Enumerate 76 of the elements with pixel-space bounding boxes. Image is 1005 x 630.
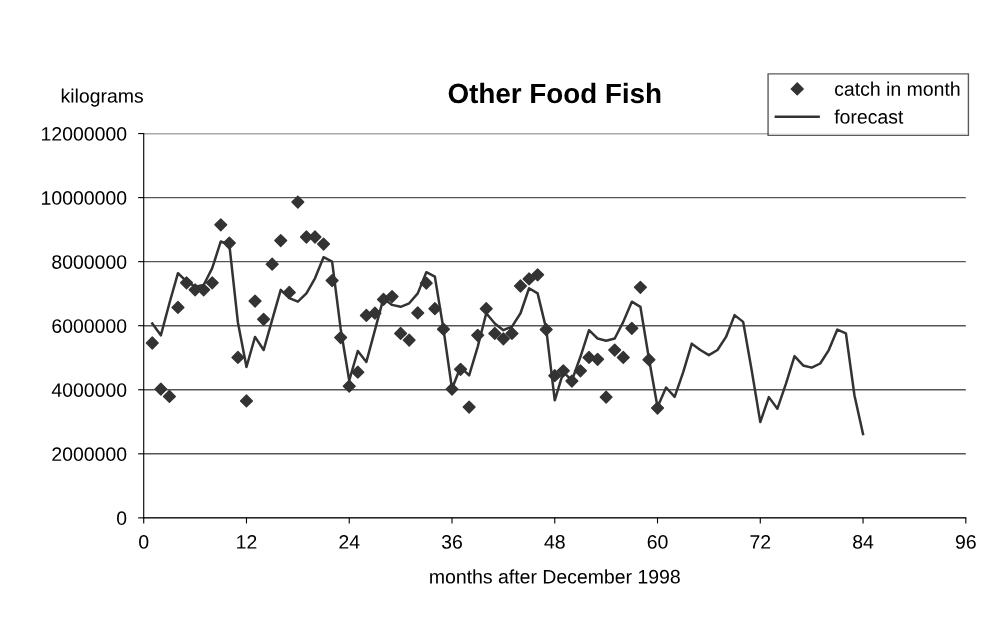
point (394, 326, 408, 340)
x-tick-label: 84 (853, 535, 874, 549)
point (291, 195, 305, 209)
point (248, 294, 262, 308)
point (214, 218, 228, 232)
point (419, 276, 433, 290)
point (368, 306, 382, 320)
point (650, 401, 665, 415)
point (239, 394, 254, 408)
point (179, 276, 194, 290)
point (642, 353, 656, 367)
point (402, 333, 416, 347)
point (334, 330, 348, 345)
point (445, 382, 459, 396)
point (462, 400, 476, 414)
y-tick-label: 2000000 (52, 447, 127, 462)
point (513, 279, 528, 293)
x-tick-label: 12 (237, 535, 257, 549)
y-tick-label: 4000000 (51, 383, 127, 397)
point (197, 283, 211, 297)
point (342, 379, 356, 393)
point (154, 382, 168, 396)
x-tick-label: 36 (441, 535, 462, 549)
point (308, 230, 322, 244)
point (453, 362, 468, 376)
point (505, 326, 519, 340)
point (471, 328, 485, 342)
point (565, 374, 579, 388)
point (590, 352, 605, 366)
point (436, 322, 451, 336)
point (599, 390, 613, 404)
x-tick-label: 60 (647, 535, 668, 549)
point (205, 276, 219, 290)
point (274, 233, 288, 248)
point (162, 389, 176, 404)
point (231, 350, 245, 365)
point (385, 289, 399, 304)
point (479, 302, 493, 316)
point (488, 326, 502, 340)
point (351, 365, 365, 379)
point (428, 302, 442, 316)
point (625, 321, 639, 335)
point (616, 350, 630, 365)
x-tick-label: 72 (750, 535, 771, 549)
point (633, 280, 647, 294)
y-axis-title: kilograms (61, 88, 144, 107)
point (222, 236, 236, 250)
point (171, 300, 185, 315)
point (282, 285, 296, 299)
chart-title: Other Food Fish (448, 82, 661, 104)
y-tick-label: 10000000 (42, 191, 127, 205)
legend-label: catch in month (835, 81, 960, 96)
point (548, 369, 562, 383)
point (265, 257, 279, 271)
y-tick-label: 12000000 (42, 127, 127, 141)
y-tick-label: 6000000 (52, 319, 127, 333)
y-tick-label: 0 (116, 511, 127, 526)
point (316, 237, 331, 251)
point (582, 350, 596, 365)
point (411, 306, 425, 320)
x-tick-label: 0 (139, 535, 149, 549)
x-tick-label: 48 (544, 535, 565, 549)
point (539, 322, 553, 337)
point (556, 364, 570, 378)
legend-label: forecast (834, 109, 904, 124)
point (496, 332, 510, 346)
x-tick-label: 24 (339, 535, 360, 549)
point (531, 268, 545, 282)
x-axis-title: months after December 1998 (430, 569, 680, 584)
point (573, 364, 588, 378)
x-tick-label: 96 (955, 535, 976, 549)
point (145, 336, 159, 350)
point (257, 312, 271, 326)
point (608, 343, 622, 357)
point (325, 273, 339, 288)
y-tick-label: 8000000 (52, 255, 127, 269)
